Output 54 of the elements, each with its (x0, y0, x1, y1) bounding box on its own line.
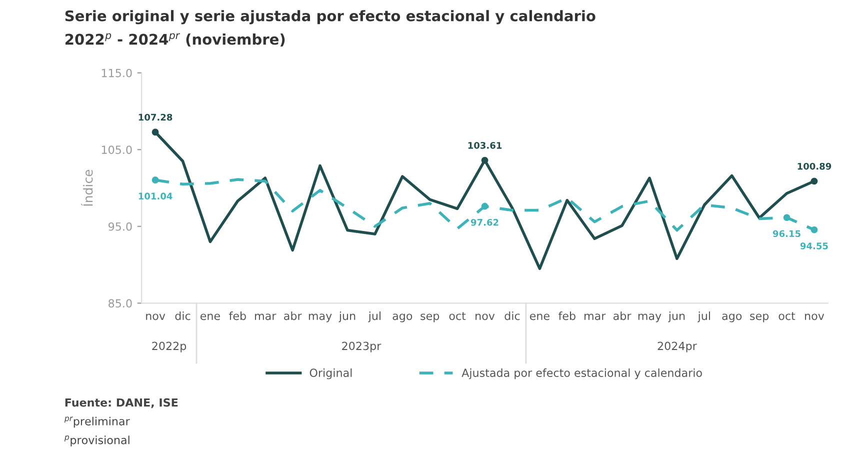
point (783, 214, 790, 222)
point (481, 156, 488, 164)
text: $^{pr}$preliminar (64, 416, 130, 428)
legend-label: Original (310, 368, 352, 380)
text: 2024pr (658, 342, 697, 352)
text: 2023pr (342, 342, 382, 352)
y-tick-label: 105.0 (102, 146, 132, 154)
x-tick-label: may (638, 314, 662, 322)
data-label: 103.61 (468, 142, 502, 149)
x-tick-label: dic (175, 311, 190, 320)
point (481, 202, 488, 210)
x-tick-label: feb (229, 311, 246, 320)
x-tick-label: ene (200, 314, 220, 320)
y-tick-label: 85.0 (108, 299, 132, 308)
x-tick-label: nov (476, 314, 495, 320)
text: $^{p}$provisional (64, 435, 130, 446)
x-tick-label: jun (338, 311, 356, 322)
x-tick-label: nov (805, 314, 824, 320)
data-label: 97.62 (470, 218, 498, 226)
x-tick-label: mar (255, 314, 276, 320)
y-axis-title: Índice (81, 170, 93, 206)
x-tick-label: ago (392, 314, 412, 322)
x-tick-label: may (308, 314, 332, 322)
data-label: 96.15 (772, 230, 800, 238)
point (152, 176, 159, 184)
x-tick-label: sep (750, 314, 769, 322)
data-label: 101.04 (138, 192, 172, 200)
x-tick-label: dic (504, 311, 520, 320)
chart-title: Serie original y serie ajustada por efecto estacional y calendario (65, 10, 596, 24)
x-tick-label: oct (778, 312, 796, 320)
y-tick-label: 115.0 (102, 68, 132, 78)
data-label: 107.28 (138, 114, 172, 121)
text: 2022p (152, 342, 186, 352)
x-tick-label: jul (368, 311, 381, 322)
point (810, 178, 818, 185)
y-tick-label: 95.0 (108, 222, 132, 231)
x-tick-label: ago (722, 314, 742, 322)
x-tick-label: jun (668, 311, 685, 322)
x-tick-label: nov (146, 314, 166, 320)
point (810, 226, 818, 234)
source-note: Fuente: DANE, ISE (65, 398, 178, 408)
x-tick-label: oct (449, 312, 466, 320)
x-tick-label: feb (558, 311, 576, 320)
legend-label: Ajustada por efecto estacional y calendario (462, 368, 702, 380)
data-label: 100.89 (798, 162, 832, 170)
data-label: 94.55 (800, 242, 828, 250)
x-tick-label: abr (284, 311, 302, 320)
x-tick-label: ene (530, 314, 550, 320)
x-tick-label: jul (698, 311, 710, 322)
x-tick-label: sep (420, 314, 440, 322)
x-tick-label: mar (584, 314, 606, 320)
chart-subtitle: 2022$^{p}$ - 2024$^{pr}$ (noviembre) (66, 33, 285, 46)
x-tick-label: abr (614, 311, 632, 320)
point (152, 128, 159, 136)
